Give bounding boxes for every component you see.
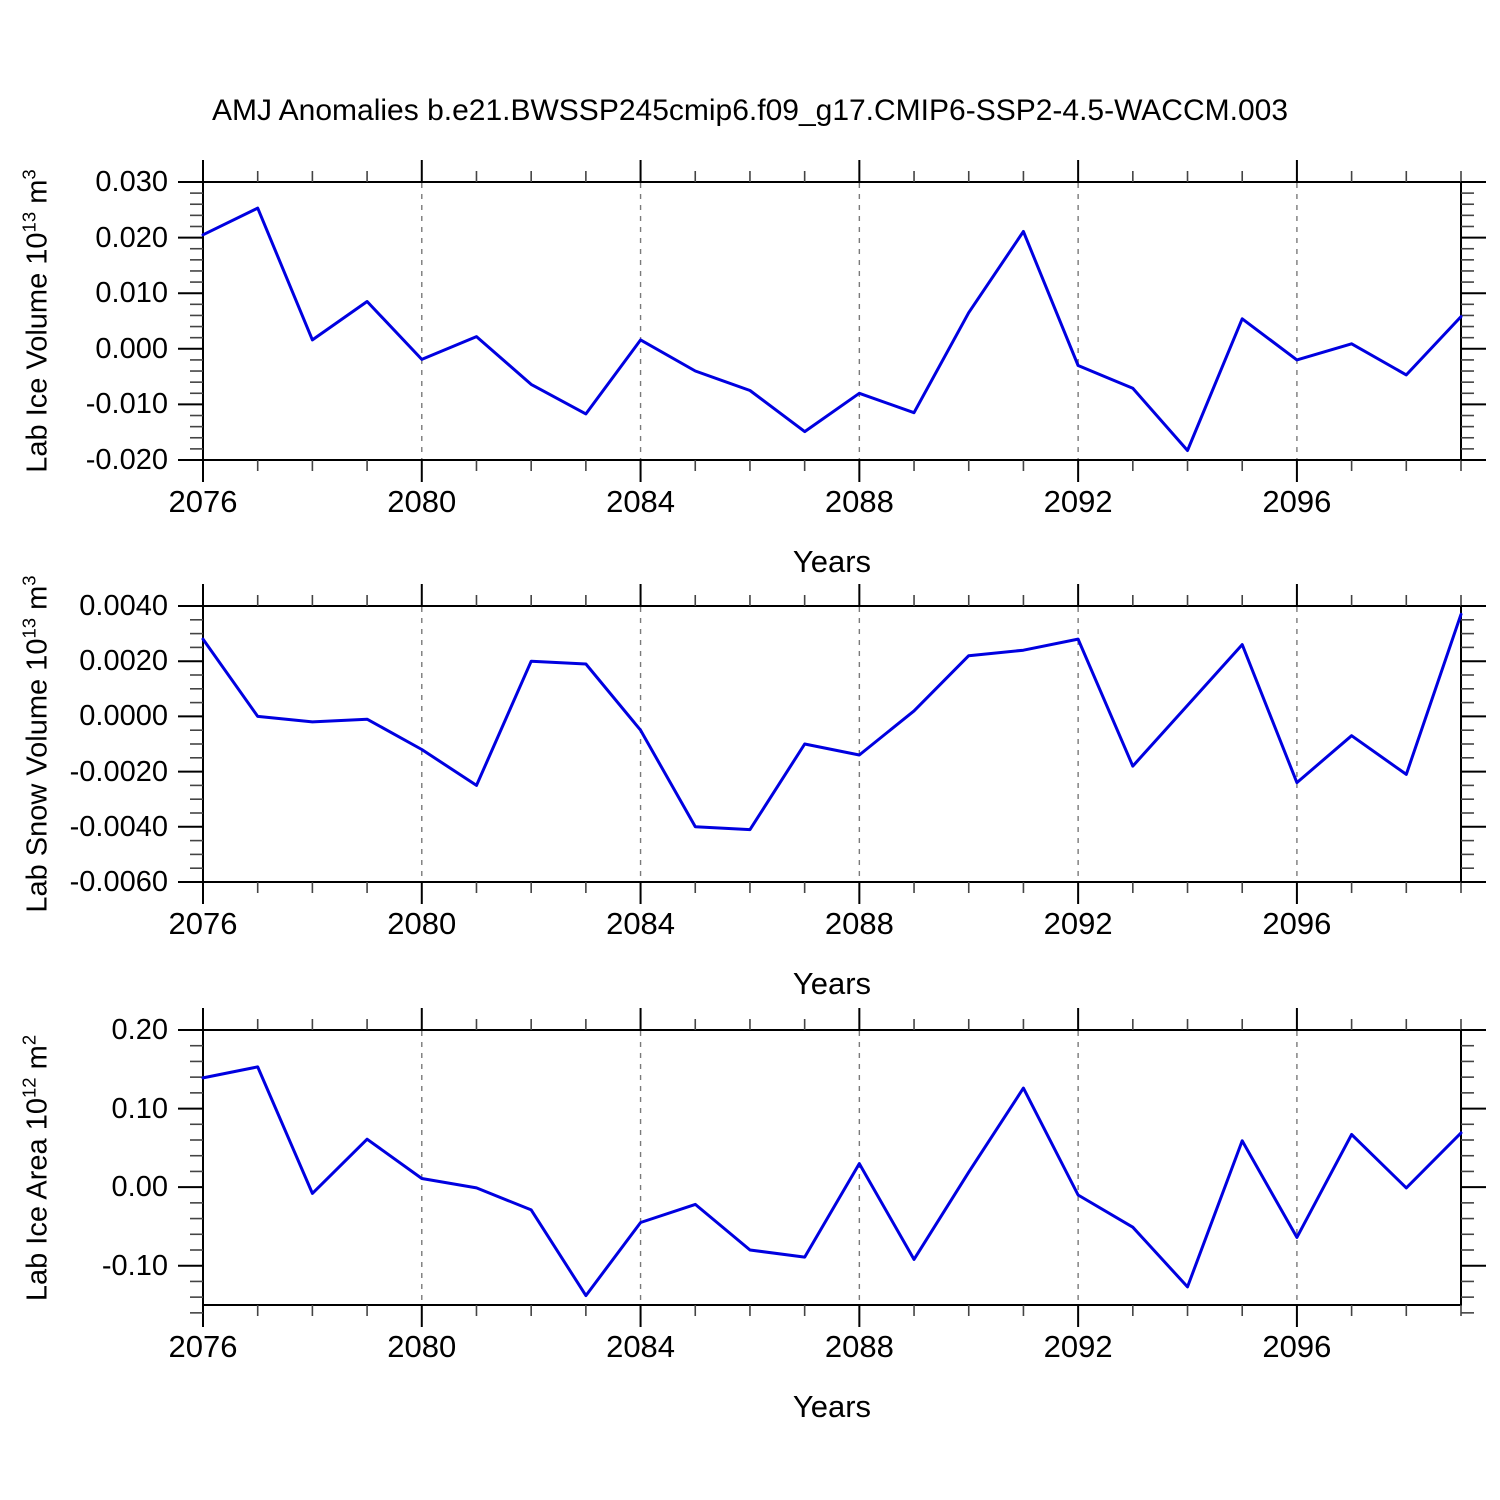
x-tick-label: 2084: [606, 906, 676, 941]
x-tick-label: 2076: [168, 484, 238, 519]
y-tick-label: 0.010: [95, 277, 168, 310]
y-tick-label: 0.0000: [79, 700, 168, 733]
superscript-text: 13: [18, 211, 39, 233]
x-tick-label: 2076: [168, 906, 238, 941]
x-tick-label: 2096: [1262, 1329, 1332, 1364]
y-axis-title-ice-area: Lab Ice Area 1012 m2: [18, 1034, 55, 1301]
label-text: m: [21, 1044, 54, 1077]
x-axis-title-years-middle: Years: [792, 966, 872, 1001]
y-tick-label: 0.10: [111, 1092, 168, 1125]
x-tick-label: 2076: [168, 1329, 238, 1364]
x-tick-label: 2092: [1043, 906, 1113, 941]
y-tick-label: 0.0040: [79, 590, 168, 622]
superscript-text: 3: [18, 575, 39, 586]
superscript-text: 13: [18, 617, 39, 639]
y-axis-title-snow-volume: Lab Snow Volume 1013 m3: [18, 575, 55, 913]
x-tick-label: 2088: [824, 1329, 894, 1364]
x-tick-label: 2096: [1262, 906, 1332, 941]
superscript-text: 2: [18, 1034, 39, 1045]
label-text: m: [21, 179, 54, 212]
label-text: Lab Snow Volume 10: [21, 638, 54, 913]
x-tick-label: 2092: [1043, 484, 1113, 519]
y-tick-label: 0.20: [111, 1014, 168, 1046]
y-tick-label: -0.010: [85, 388, 168, 421]
plot-frame: [202, 1029, 1462, 1306]
x-tick-label: 2092: [1043, 1329, 1113, 1364]
y-tick-label: 0.00: [111, 1171, 168, 1204]
y-tick-label: -0.0040: [69, 810, 168, 843]
x-tick-label: 2080: [387, 906, 457, 941]
data-line-ice-area: [201, 1065, 1463, 1298]
x-tick-label: 2084: [606, 484, 676, 519]
y-tick-label: -0.10: [101, 1249, 168, 1282]
y-axis-title-ice-volume: Lab Ice Volume 1013 m3: [18, 169, 55, 473]
plot-frame: [202, 605, 1462, 883]
superscript-text: 3: [18, 169, 39, 180]
y-tick-label: 0.000: [95, 332, 168, 365]
label-text: m: [21, 585, 54, 618]
y-tick-label: -0.020: [85, 444, 168, 476]
chart-title: AMJ Anomalies b.e21.BWSSP245cmip6.f09_g1…: [211, 94, 1289, 127]
y-tick-label: 0.030: [95, 166, 168, 198]
label-text: Lab Ice Area 10: [21, 1097, 54, 1301]
x-axis-title-years-top: Years: [792, 544, 872, 579]
y-tick-label: -0.0060: [69, 866, 168, 898]
x-tick-label: 2080: [387, 1329, 457, 1364]
y-tick-label: 0.020: [95, 221, 168, 254]
data-line-snow-volume: [201, 612, 1463, 832]
x-tick-label: 2096: [1262, 484, 1332, 519]
x-tick-label: 2088: [824, 484, 894, 519]
x-axis-title-years-bottom: Years: [792, 1389, 872, 1424]
label-text: Lab Ice Volume 10: [21, 232, 54, 473]
plot-frame: [202, 181, 1462, 461]
data-line-ice-volume: [201, 206, 1463, 452]
y-tick-label: -0.0020: [69, 755, 168, 788]
x-tick-label: 2080: [387, 484, 457, 519]
superscript-text: 12: [18, 1076, 39, 1098]
x-tick-label: 2088: [824, 906, 894, 941]
x-tick-label: 2084: [606, 1329, 676, 1364]
y-tick-label: 0.0020: [79, 645, 168, 678]
